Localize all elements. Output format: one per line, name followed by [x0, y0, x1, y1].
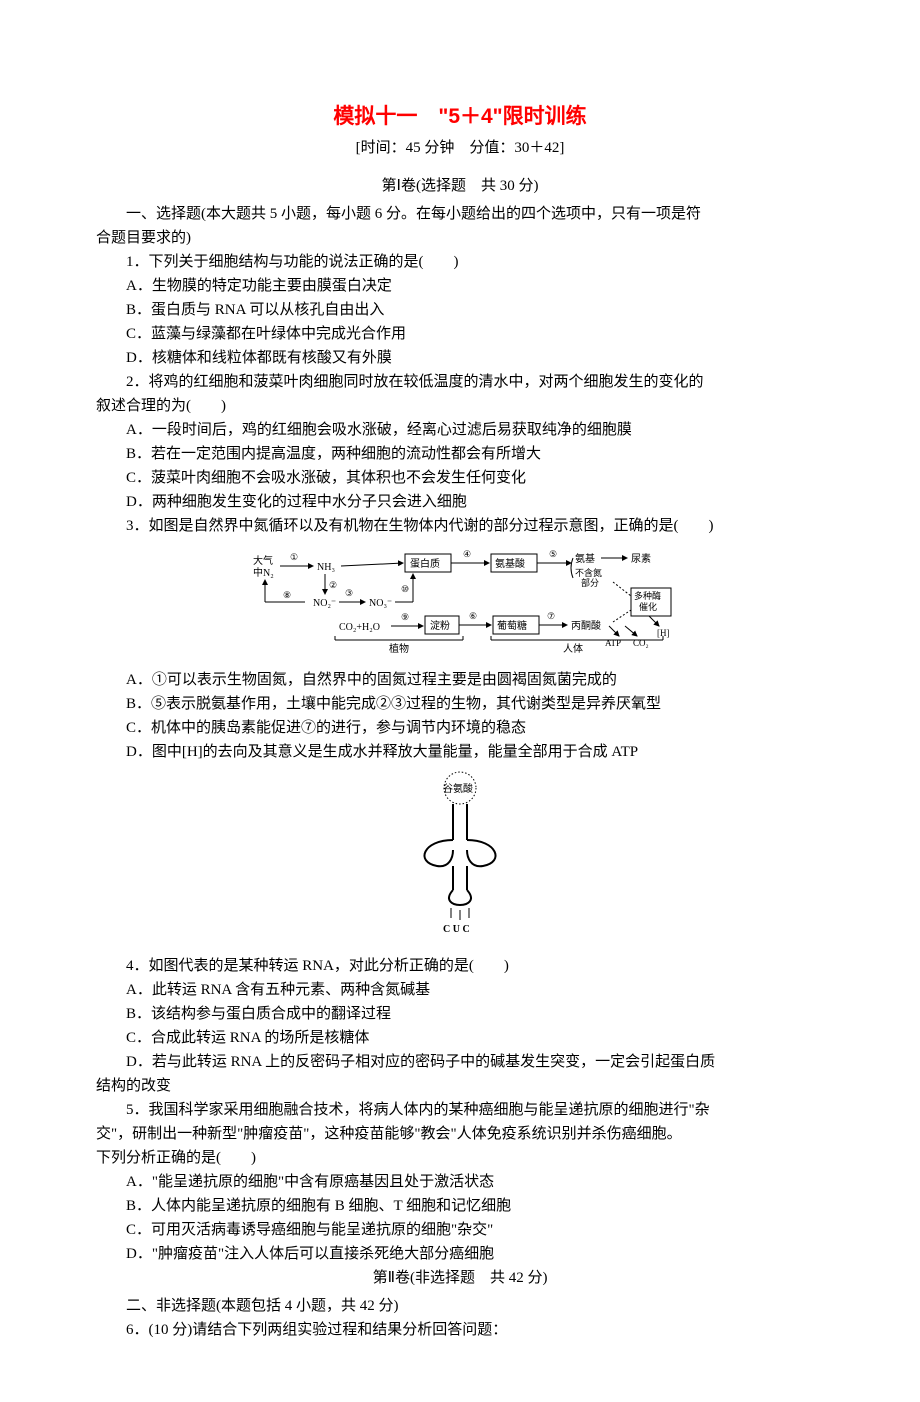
- svg-text:植物: 植物: [389, 642, 409, 654]
- q3-optC: C．机体中的胰岛素能促进⑦的进行，参与调节内环境的稳态: [96, 716, 824, 740]
- svg-text:⑧: ⑧: [283, 590, 291, 600]
- svg-text:氨基: 氨基: [575, 552, 595, 565]
- part1-intro-line1: 一、选择题(本大题共 5 小题，每小题 6 分。在每小题给出的四个选项中，只有一…: [96, 202, 824, 226]
- svg-text:⑤: ⑤: [549, 549, 557, 559]
- q2-stem-line2: 叙述合理的为( ): [96, 394, 824, 418]
- q5-optA: A．"能呈递抗原的细胞"中含有原癌基因且处于激活状态: [96, 1170, 824, 1194]
- q1-optA: A．生物膜的特定功能主要由膜蛋白决定: [96, 274, 824, 298]
- q1-optC: C．蓝藻与绿藻都在叶绿体中完成光合作用: [96, 322, 824, 346]
- q3-atmos: 大气: [253, 554, 273, 567]
- svg-text:氨基酸: 氨基酸: [495, 557, 525, 570]
- q1-optD: D．核糖体和线粒体都既有核酸又有外膜: [96, 346, 824, 370]
- svg-text:人体: 人体: [563, 643, 583, 654]
- svg-text:C U C: C U C: [443, 924, 470, 935]
- q5-optB: B．人体内能呈递抗原的细胞有 B 细胞、T 细胞和记忆细胞: [96, 1194, 824, 1218]
- part2-intro: 二、非选择题(本题包括 4 小题，共 42 分): [96, 1294, 824, 1318]
- q4-optB: B．该结构参与蛋白质合成中的翻译过程: [96, 1002, 824, 1026]
- page: 模拟十一 "5＋4"限时训练 [时间：45 分钟 分值：30＋42] 第Ⅰ卷(选…: [0, 0, 920, 1402]
- q5-stem-line3: 下列分析正确的是( ): [96, 1146, 824, 1170]
- q5-optD: D．"肿瘤疫苗"注入人体后可以直接杀死绝大部分癌细胞: [96, 1242, 824, 1266]
- main-title: 模拟十一 "5＋4"限时训练: [96, 100, 824, 134]
- svg-text:⑩: ⑩: [401, 584, 409, 594]
- q1-optB: B．蛋白质与 RNA 可以从核孔自由出入: [96, 298, 824, 322]
- q3-stem: 3．如图是自然界中氮循环以及有机物在生物体内代谢的部分过程示意图，正确的是( ): [96, 514, 824, 538]
- q3-optB: B．⑤表示脱氨基作用，土壤中能完成②③过程的生物，其代谢类型是异养厌氧型: [96, 692, 824, 716]
- q3-figure: 大气 中N₂ ① NH₃ ② NO₂⁻ ③ NO₃⁻ ⑧ 蛋白质: [96, 544, 824, 662]
- subtitle: [时间：45 分钟 分值：30＋42]: [96, 136, 824, 160]
- svg-text:葡萄糖: 葡萄糖: [497, 619, 527, 632]
- svg-text:中N₂: 中N₂: [253, 566, 274, 579]
- q5-stem-line2: 交"，研制出一种新型"肿瘤疫苗"，这种疫苗能够"教会"人体免疫系统识别并杀伤癌细…: [96, 1122, 824, 1146]
- q3-optD: D．图中[H]的去向及其意义是生成水并释放大量能量，能量全部用于合成 ATP: [96, 740, 824, 764]
- svg-text:蛋白质: 蛋白质: [410, 557, 440, 570]
- svg-text:③: ③: [345, 588, 353, 598]
- svg-text:不含氮: 不含氮: [575, 567, 602, 578]
- q5-optC: C．可用灭活病毒诱导癌细胞与能呈递抗原的细胞"杂交": [96, 1218, 824, 1242]
- section1-header: 第Ⅰ卷(选择题 共 30 分): [96, 174, 824, 198]
- svg-text:淀粉: 淀粉: [430, 619, 450, 632]
- q4-stem: 4．如图代表的是某种转运 RNA，对此分析正确的是( ): [96, 954, 824, 978]
- svg-text:NO₂⁻: NO₂⁻: [313, 598, 336, 609]
- svg-text:⑨: ⑨: [401, 612, 409, 622]
- q4-optA: A．此转运 RNA 含有五种元素、两种含氮碱基: [96, 978, 824, 1002]
- svg-text:NO₃⁻: NO₃⁻: [369, 598, 392, 609]
- svg-text:多种酶: 多种酶: [634, 590, 661, 601]
- q1-stem: 1．下列关于细胞结构与功能的说法正确的是( ): [96, 250, 824, 274]
- q4-figure: 谷氨酸 C U C: [96, 770, 824, 948]
- q6-stem: 6．(10 分)请结合下列两组实验过程和结果分析回答问题：: [96, 1318, 824, 1342]
- part1-intro-line2: 合题目要求的): [96, 226, 824, 250]
- svg-text:①: ①: [290, 552, 298, 562]
- q4-optD-line1: D．若与此转运 RNA 上的反密码子相对应的密码子中的碱基发生突变，一定会引起蛋…: [96, 1050, 824, 1074]
- q2-optD: D．两种细胞发生变化的过程中水分子只会进入细胞: [96, 490, 824, 514]
- q3-optA: A．①可以表示生物固氮，自然界中的固氮过程主要是由圆褐固氮菌完成的: [96, 668, 824, 692]
- svg-text:NH₃: NH₃: [317, 562, 335, 573]
- section2-header: 第Ⅱ卷(非选择题 共 42 分): [96, 1266, 824, 1290]
- svg-text:④: ④: [463, 549, 471, 559]
- svg-text:⑦: ⑦: [547, 611, 555, 621]
- q4-optC: C．合成此转运 RNA 的场所是核糖体: [96, 1026, 824, 1050]
- q2-optA: A．一段时间后，鸡的红细胞会吸水涨破，经离心过滤后易获取纯净的细胞膜: [96, 418, 824, 442]
- svg-text:谷氨酸: 谷氨酸: [443, 782, 473, 795]
- svg-text:部分: 部分: [581, 577, 599, 588]
- svg-text:尿素: 尿素: [631, 552, 651, 565]
- q5-stem-line1: 5．我国科学家采用细胞融合技术，将病人体内的某种癌细胞与能呈递抗原的细胞进行"杂: [96, 1098, 824, 1122]
- svg-text:⑥: ⑥: [469, 611, 477, 621]
- svg-text:催化: 催化: [639, 601, 657, 612]
- svg-text:丙酮酸: 丙酮酸: [571, 619, 601, 632]
- q2-optB: B．若在一定范围内提高温度，两种细胞的流动性都会有所增大: [96, 442, 824, 466]
- q2-stem-line1: 2．将鸡的红细胞和菠菜叶肉细胞同时放在较低温度的清水中，对两个细胞发生的变化的: [96, 370, 824, 394]
- svg-text:②: ②: [329, 580, 337, 590]
- q2-optC: C．菠菜叶肉细胞不会吸水涨破，其体积也不会发生任何变化: [96, 466, 824, 490]
- q4-optD-line2: 结构的改变: [96, 1074, 824, 1098]
- svg-text:CO₂+H₂O: CO₂+H₂O: [339, 622, 380, 633]
